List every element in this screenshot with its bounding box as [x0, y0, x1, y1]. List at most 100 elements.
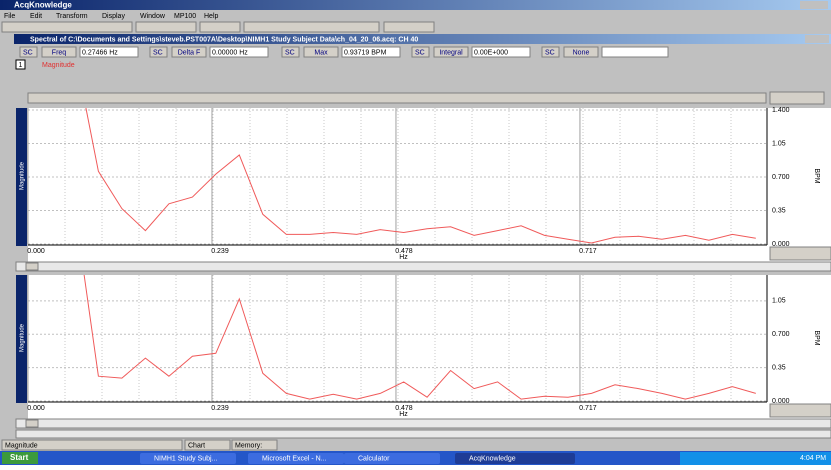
- start-button[interactable]: [2, 452, 38, 464]
- channel-select-label: SC: [545, 49, 555, 56]
- cursor-tools[interactable]: [769, 246, 831, 261]
- channel-select-label: SC: [23, 49, 33, 56]
- channel-select[interactable]: [149, 46, 168, 58]
- measurement-field: [79, 46, 139, 58]
- measurement-value: 0.93719 BPM: [344, 49, 387, 56]
- channel-select-label: SC: [415, 49, 425, 56]
- scrollbar[interactable]: [15, 261, 831, 272]
- y-axis-label: Magnitude: [20, 161, 26, 190]
- measurement-type[interactable]: [41, 46, 77, 58]
- measurement-type[interactable]: [433, 46, 469, 58]
- y-axis-label-right: BPM: [813, 168, 820, 183]
- clock: 4:04 PM: [800, 455, 826, 462]
- menu-item[interactable]: Edit: [30, 13, 42, 20]
- tool-group[interactable]: [135, 21, 197, 33]
- channel-select-label: SC: [153, 49, 163, 56]
- status-cell: [184, 439, 231, 451]
- spectrum-line: [85, 108, 756, 244]
- task-label: Calculator: [358, 455, 390, 462]
- channel-select[interactable]: [19, 46, 38, 58]
- channel-box[interactable]: [15, 59, 26, 70]
- chart: Magnitude BPM 0.000 0.35 0.700 1.05 0.000 0.239…: [15, 275, 831, 429]
- scroll-thumb[interactable]: [25, 419, 39, 428]
- task-button[interactable]: [455, 453, 575, 464]
- measurement-type[interactable]: [303, 46, 339, 58]
- task-label: Microsoft Excel - N...: [262, 455, 327, 462]
- task-button[interactable]: [344, 453, 440, 464]
- spectrum-line: [83, 275, 756, 400]
- channel-select[interactable]: [411, 46, 430, 58]
- menu-item[interactable]: Help: [204, 13, 219, 20]
- menu-bar: File Edit Transform Display Window MP100 Help: [4, 13, 219, 20]
- measurement-field: [209, 46, 269, 58]
- tool-group[interactable]: [243, 21, 380, 33]
- measurement-value: 0.00000 Hz: [212, 49, 248, 56]
- cursor-tools[interactable]: [769, 403, 831, 418]
- document-title: Spectral of C:\Documents and Settings\st…: [30, 36, 418, 43]
- y-tick-label: 0.000: [772, 398, 790, 405]
- y-tick-label: 0.35: [772, 207, 786, 214]
- measurement-field: [471, 46, 531, 58]
- y-axis-label: Magnitude: [20, 323, 26, 352]
- y-tick-label: 1.05: [772, 140, 786, 147]
- toolbar: [1, 21, 435, 33]
- x-tick-label: 0.239: [211, 248, 229, 255]
- window-controls[interactable]: [800, 1, 828, 9]
- charts: Magnitude BPM 0.000 0.35 0.700 1.05 1.400 0.000…: [15, 107, 831, 439]
- measurement-type-label: Integral: [439, 49, 463, 56]
- x-tick-label: 0.000: [27, 248, 45, 255]
- document-controls[interactable]: [805, 35, 829, 43]
- tray: [680, 452, 831, 465]
- channel-select-label: SC: [285, 49, 295, 56]
- tool-group[interactable]: [199, 21, 241, 33]
- channel-select[interactable]: [541, 46, 560, 58]
- tool-group[interactable]: [1, 21, 133, 33]
- x-axis-label: Hz: [399, 411, 408, 418]
- status-text: Magnitude: [5, 442, 38, 449]
- y-label-bar: [16, 275, 27, 403]
- y-tick-label: 0.000: [772, 241, 790, 248]
- task-label: NIMH1 Study Subj...: [154, 455, 217, 462]
- x-tick-label: 0.000: [27, 405, 45, 412]
- channel-select[interactable]: [281, 46, 300, 58]
- x-tick-label: 0.717: [579, 405, 597, 412]
- menu-item[interactable]: File: [4, 13, 15, 20]
- y-tick-label: 0.700: [772, 174, 790, 181]
- tool-group[interactable]: [383, 21, 435, 33]
- status-text: Chart: [188, 442, 205, 449]
- status-text: Memory:: [235, 442, 262, 449]
- measurement-type-label: Delta F: [178, 49, 201, 56]
- y-tick-label: 1.05: [772, 298, 786, 305]
- plot-area: [28, 275, 831, 419]
- chart: Magnitude BPM 0.000 0.35 0.700 1.05 1.400 0.000…: [15, 107, 831, 272]
- measurement-value: 0.27466 Hz: [82, 49, 118, 56]
- x-tick-label: 0.239: [211, 405, 229, 412]
- view-buttons[interactable]: [769, 91, 825, 105]
- measurement-type[interactable]: [171, 46, 207, 58]
- plot-area: [28, 108, 831, 262]
- overview-bar: [27, 92, 767, 104]
- document-title-bar: [14, 34, 831, 44]
- task-button[interactable]: [140, 453, 236, 464]
- menu-item[interactable]: Window: [140, 13, 166, 20]
- x-tick-label: 0.478: [395, 405, 413, 412]
- y-tick-label: 0.35: [772, 364, 786, 371]
- scroll-thumb[interactable]: [25, 262, 39, 271]
- menu-item[interactable]: Transform: [56, 13, 88, 20]
- y-label-bar: [16, 108, 27, 246]
- channel-label: Magnitude: [42, 62, 75, 69]
- outer-scrollbar[interactable]: [15, 429, 831, 439]
- task-button[interactable]: [248, 453, 344, 464]
- menu-item[interactable]: Display: [102, 13, 125, 20]
- x-tick-label: 0.717: [579, 248, 597, 255]
- x-tick-label: 0.478: [395, 248, 413, 255]
- menu-item[interactable]: MP100: [174, 13, 196, 20]
- measurement-type[interactable]: [563, 46, 599, 58]
- task-label: AcqKnowledge: [469, 455, 516, 462]
- scrollbar[interactable]: [15, 418, 831, 429]
- measurement-type-label: None: [573, 49, 590, 56]
- title-bar: [0, 0, 831, 10]
- window-title: AcqKnowledge: [14, 1, 72, 10]
